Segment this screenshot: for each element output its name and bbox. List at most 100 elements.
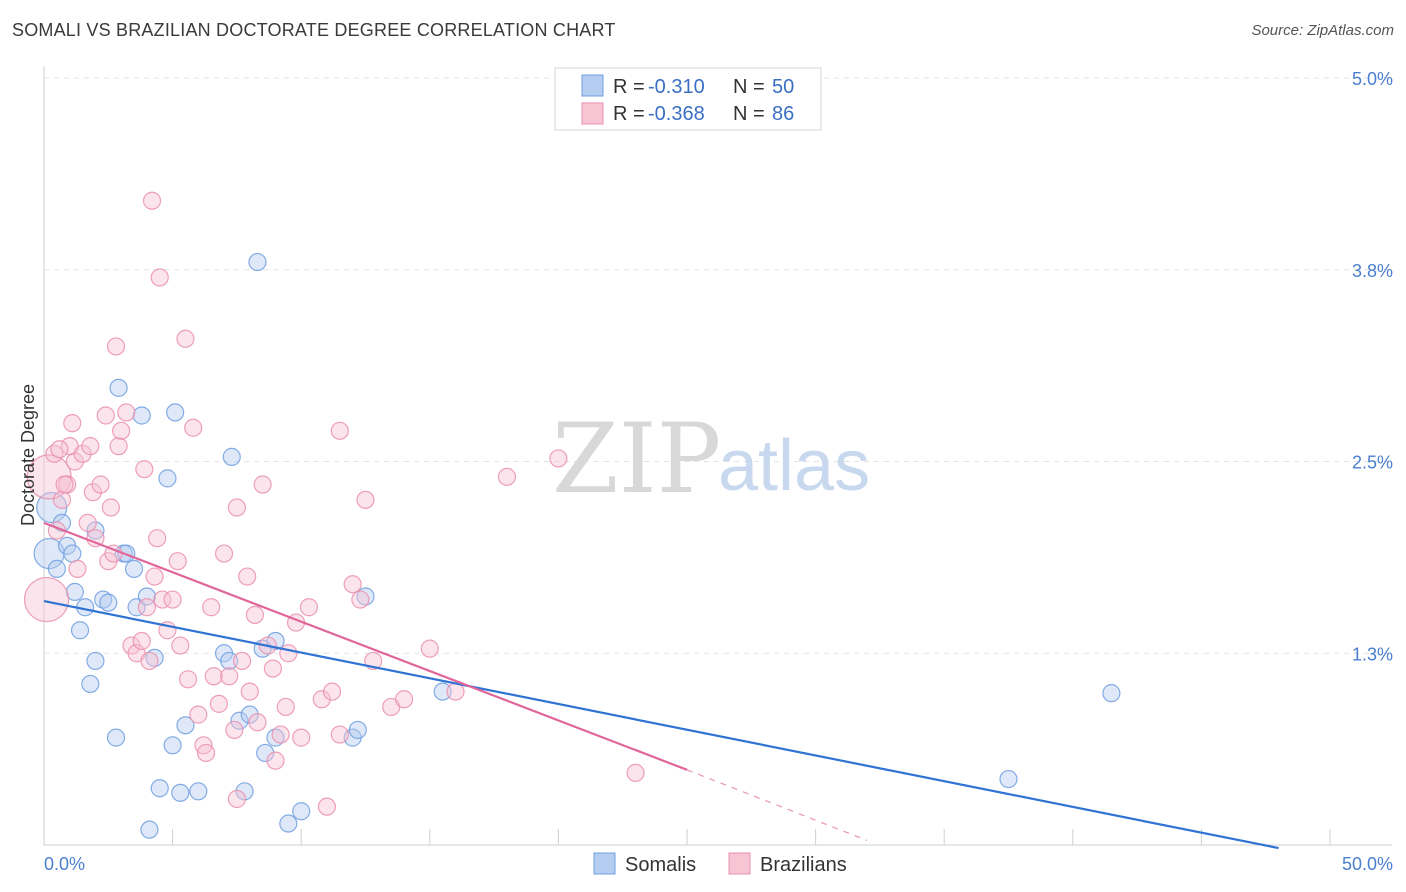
legend-swatch-brazilians: [581, 102, 604, 125]
brazilian-point: [626, 763, 645, 783]
somali-point: [348, 720, 367, 740]
watermark-atlas: atlas: [718, 426, 870, 506]
brazilian-trend-extension: [686, 769, 868, 841]
brazilian-point: [279, 644, 298, 663]
brazilian-point: [292, 728, 311, 747]
somali-point: [256, 743, 275, 763]
x-tick-label-max: 50.0%: [1342, 854, 1393, 874]
brazilian-point: [351, 590, 370, 609]
brazilian-point: [317, 797, 337, 816]
legend-r-label-brazilians: R =: [613, 103, 645, 125]
brazilian-point: [225, 720, 244, 740]
y-tick-label: 1.3%: [1352, 644, 1393, 664]
brazilian-point: [209, 694, 228, 713]
y-tick-label: 3.8%: [1352, 261, 1393, 281]
brazilian-point: [55, 475, 74, 494]
legend-n-label-somalis: N =: [733, 76, 765, 98]
brazilian-point: [176, 329, 195, 348]
y-axis-title: Doctorate Degree: [18, 384, 38, 526]
y-tick-labels: 1.3% 2.5% 3.8% 5.0%: [1352, 69, 1393, 664]
somali-point: [140, 820, 159, 839]
somali-point: [145, 648, 164, 667]
brazilian-point: [266, 751, 285, 770]
somali-point: [220, 651, 239, 671]
bottom-legend-swatch-somalis: [593, 852, 616, 875]
brazilian-point: [248, 713, 267, 732]
somali-point: [230, 711, 249, 730]
brazilian-point: [117, 403, 136, 422]
brazilian-point: [356, 490, 375, 509]
brazilian-point: [109, 437, 128, 456]
somali-point: [65, 582, 84, 601]
somali-point: [70, 621, 90, 640]
somali-point: [137, 587, 156, 606]
brazilian-point: [112, 421, 131, 440]
legend-n-label-brazilians: N =: [733, 103, 765, 125]
somali-point: [81, 674, 100, 694]
somali-point: [292, 802, 311, 821]
brazilian-point: [204, 667, 223, 686]
brazilian-point: [63, 414, 82, 433]
y-tick-label: 2.5%: [1352, 453, 1393, 473]
brazilian-point: [148, 529, 167, 548]
chart-title: SOMALI VS BRAZILIAN DOCTORATE DEGREE COR…: [12, 20, 616, 40]
somali-point: [158, 469, 177, 488]
somali-point: [279, 814, 298, 833]
brazilian-point: [137, 598, 156, 617]
somali-point: [999, 769, 1018, 789]
somali-trend-line: [43, 600, 1279, 850]
somali-point: [63, 544, 82, 563]
brazilian-point: [220, 667, 239, 686]
brazilian-point: [96, 406, 115, 425]
somali-point: [176, 716, 195, 735]
brazilian-point: [263, 659, 283, 678]
brazilian-point: [78, 513, 97, 532]
y-tick-label: 5.0%: [1352, 69, 1393, 89]
legend-swatch-somalis: [581, 74, 604, 97]
somali-point: [1102, 684, 1121, 703]
chart-source: Source: ZipAtlas.com: [1251, 22, 1394, 39]
legend-n-value-somalis: 50: [772, 76, 794, 98]
somali-point: [94, 590, 113, 609]
brazilian-point: [81, 437, 100, 456]
watermark-zip: ZIP: [552, 403, 721, 515]
legend: R = -0.310 N = 50 R = -0.368 N = 86: [554, 67, 822, 131]
somali-point: [171, 783, 190, 802]
trend-lines: [43, 521, 1279, 850]
brazilian-point: [23, 576, 70, 623]
brazilian-point: [343, 575, 362, 594]
brazilian-point: [135, 460, 154, 479]
brazilian-point: [330, 725, 349, 744]
x-tick-label-min: 0.0%: [44, 854, 85, 874]
brazilian-point: [227, 789, 246, 809]
somali-point: [106, 728, 126, 747]
somali-point: [266, 728, 285, 747]
brazilian-point: [145, 567, 164, 586]
somali-point: [189, 782, 208, 801]
somali-point: [47, 559, 66, 578]
brazilian-point: [168, 552, 187, 571]
brazilian-point: [330, 421, 349, 440]
brazilian-point: [153, 590, 172, 609]
brazilian-point: [214, 544, 234, 563]
legend-n-value-brazilians: 86: [772, 103, 794, 125]
brazilian-point: [245, 605, 265, 625]
brazilian-point: [322, 682, 342, 701]
brazilian-point: [202, 598, 221, 617]
somali-point: [132, 406, 151, 425]
brazilian-point: [497, 467, 517, 486]
brazilian-point: [150, 268, 169, 287]
somali-point: [86, 651, 105, 671]
somali-point: [109, 378, 128, 397]
brazilian-point: [52, 490, 72, 509]
somali-point: [163, 736, 182, 755]
somali-point: [124, 559, 144, 578]
brazilian-point: [394, 690, 414, 709]
brazilian-point: [83, 483, 102, 502]
brazilian-point: [163, 590, 182, 609]
brazilian-point: [178, 670, 198, 689]
bottom-legend-swatch-brazilians: [728, 852, 751, 875]
brazilian-point: [142, 191, 162, 210]
brazilian-point: [276, 697, 295, 717]
